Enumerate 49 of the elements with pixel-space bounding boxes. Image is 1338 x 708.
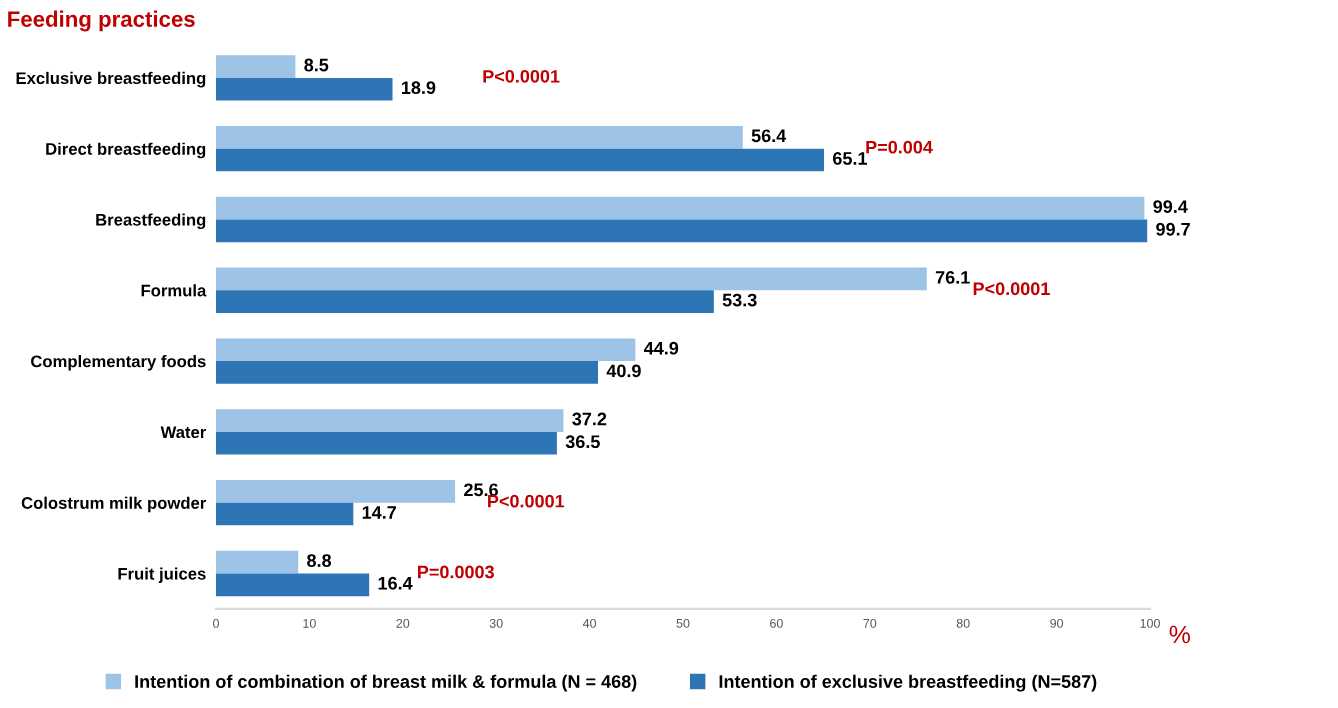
- bar: [216, 55, 296, 78]
- y-tick-label: Complementary foods: [31, 355, 206, 371]
- data-label: 25.6: [464, 483, 498, 497]
- bar: [216, 431, 557, 455]
- data-label: 37.2: [572, 412, 607, 426]
- data-label: 44.9: [643, 341, 679, 355]
- bar: [216, 148, 825, 172]
- data-label: 14.7: [362, 506, 396, 519]
- y-tick-label: Water: [160, 426, 207, 439]
- bar: [216, 502, 354, 526]
- annotation: P=0.0003: [418, 565, 494, 579]
- bar: [216, 196, 1145, 220]
- bar: [216, 219, 1148, 243]
- bar: [216, 361, 599, 384]
- data-label: 40.9: [606, 364, 641, 378]
- annotation: P<0.0001: [488, 494, 565, 508]
- data-label: 8.5: [304, 58, 329, 72]
- data-label: 8.8: [307, 554, 332, 567]
- bar: [216, 409, 564, 432]
- bar: [216, 338, 636, 362]
- data-label: 16.4: [378, 576, 413, 590]
- legend-label: Intention of combination of breast milk & formula (N = 468): [135, 674, 637, 692]
- data-label: 99.7: [1156, 222, 1190, 236]
- bar: [216, 550, 299, 574]
- data-label: 76.1: [935, 271, 970, 284]
- data-label: 53.3: [722, 293, 757, 307]
- y-tick-label: Colostrum milk powder: [21, 496, 207, 513]
- bar: [216, 480, 456, 503]
- y-tick-label: Fruit juices: [118, 567, 206, 583]
- data-label: 65.1: [833, 152, 868, 165]
- data-label: 99.4: [1153, 200, 1188, 213]
- y-tick-label: Exclusive breastfeeding: [16, 71, 206, 88]
- bar: [216, 126, 743, 149]
- data-label: 36.5: [565, 435, 600, 449]
- bar: [216, 77, 393, 101]
- annotation: P<0.0001: [483, 69, 560, 83]
- data-label: 18.9: [402, 81, 436, 95]
- bar: [216, 290, 714, 313]
- y-tick-label: Direct breastfeeding: [46, 142, 206, 159]
- y-tick-label: Formula: [141, 284, 207, 297]
- chart-title: Feeding practices: [8, 10, 195, 32]
- annotation: P<0.0001: [973, 282, 1050, 296]
- y-tick-label: Breastfeeding: [96, 213, 206, 230]
- data-label: 56.4: [751, 129, 787, 143]
- x-axis-title: %: [1169, 625, 1191, 644]
- annotation: P=0.004: [866, 140, 933, 154]
- bar: [216, 573, 370, 597]
- legend-label: Intention of exclusive breastfeeding (N=587): [719, 674, 1097, 692]
- bar: [216, 267, 927, 291]
